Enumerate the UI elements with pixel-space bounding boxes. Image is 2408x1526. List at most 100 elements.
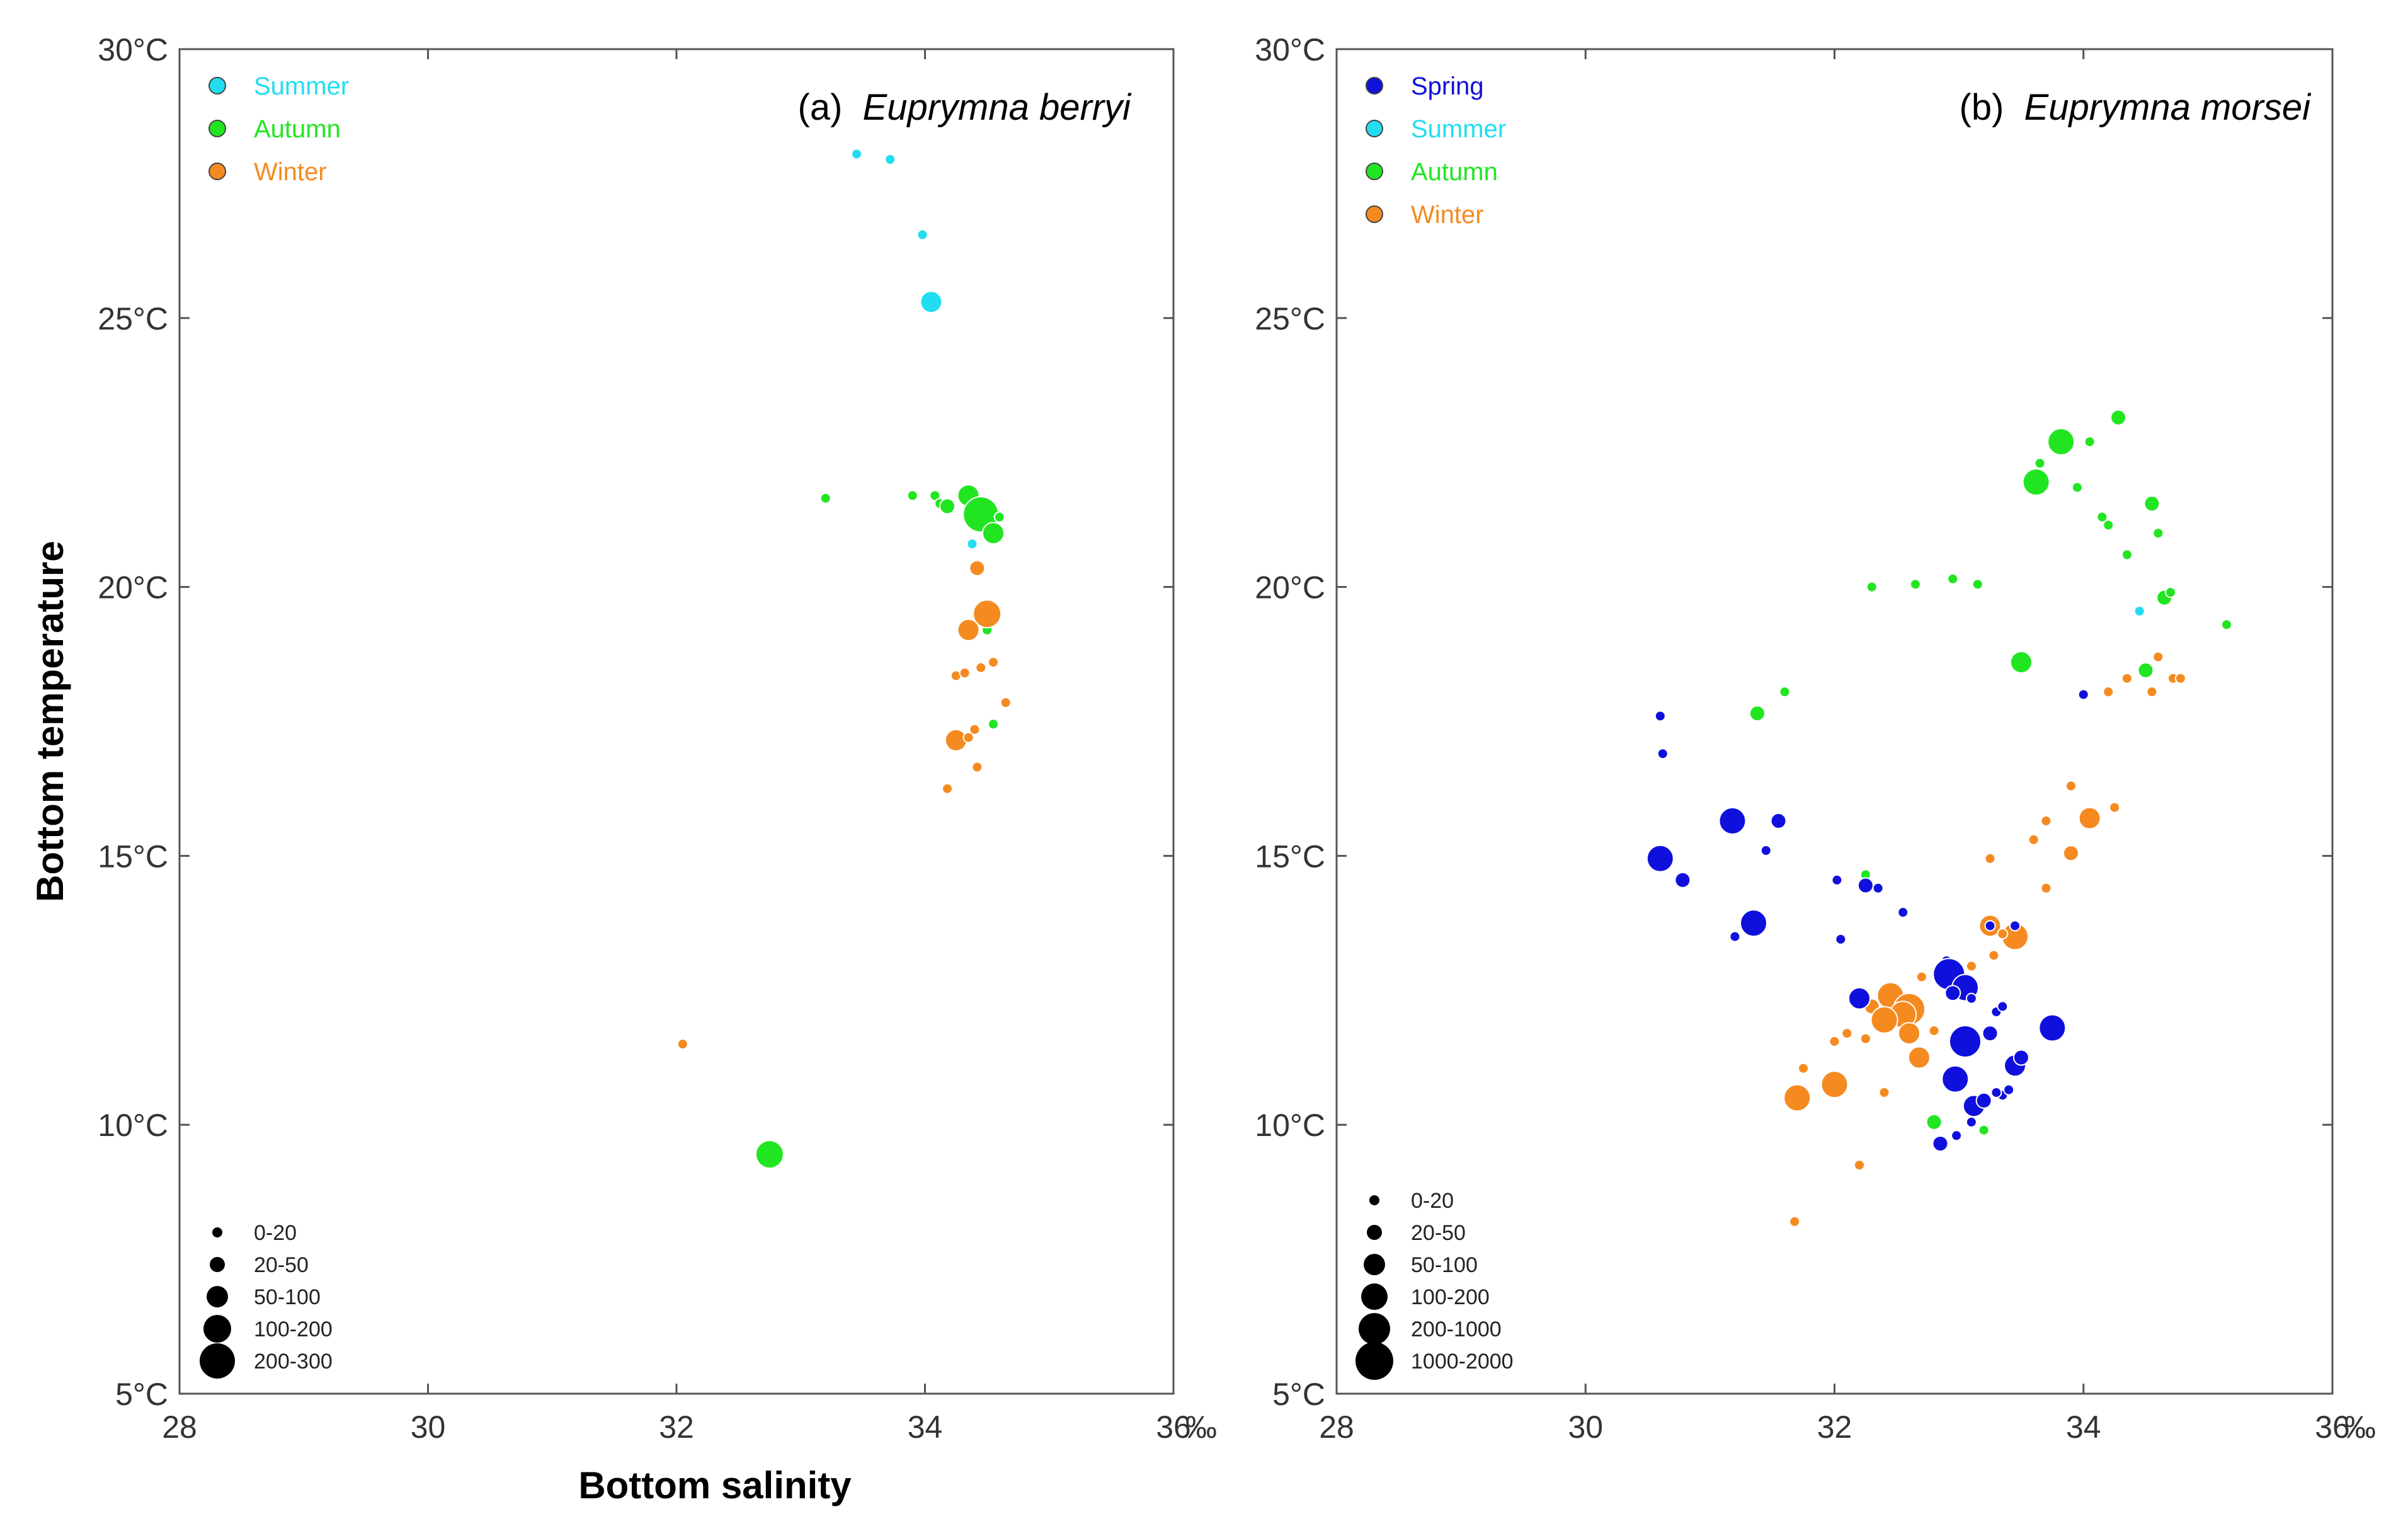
- data-point-winter: [1984, 852, 1996, 864]
- data-point-autumn: [981, 522, 1005, 545]
- size-legend-marker: [1367, 1225, 1382, 1240]
- panel-a: 28 30 32 34 36 5°C 10°C 15°C 20°C 25°C 30°C Summer A…: [98, 32, 1217, 1445]
- data-point-spring: [2077, 689, 2089, 701]
- data-point-winter: [1988, 949, 2000, 961]
- data-point-autumn: [2084, 436, 2096, 448]
- data-point-autumn: [1749, 705, 1766, 722]
- panel-a-x-tick-label: 32: [659, 1409, 694, 1445]
- legend-label-summer: Summer: [254, 72, 349, 100]
- data-point-spring: [1951, 1130, 1963, 1142]
- data-point-autumn: [1866, 581, 1878, 593]
- data-point-summer: [920, 290, 943, 314]
- legend-label-winter: Winter: [1411, 201, 1484, 229]
- panel-b-x-tick-label: 32: [1817, 1409, 1852, 1445]
- panel-a-x-tick-label: 34: [908, 1409, 943, 1445]
- data-point-autumn: [2071, 481, 2083, 493]
- data-point-summer: [916, 229, 928, 241]
- size-legend-label: 0-20: [254, 1221, 297, 1245]
- data-point-winter: [2028, 834, 2040, 846]
- data-point-summer: [2133, 605, 2145, 617]
- data-point-winter: [2146, 686, 2158, 698]
- data-point-winter: [1820, 1070, 1849, 1099]
- size-legend-label: 50-100: [254, 1285, 321, 1309]
- panel-b-x-tick-label: 36: [2315, 1409, 2350, 1445]
- legend-label-summer: Summer: [1411, 115, 1506, 143]
- data-point-spring: [1965, 992, 1977, 1004]
- panel-b-series-summer: [2133, 605, 2145, 617]
- data-point-autumn: [1779, 686, 1791, 698]
- size-legend-label: 100-200: [254, 1317, 333, 1341]
- data-point-autumn: [1926, 1113, 1943, 1130]
- data-point-winter: [676, 1038, 688, 1050]
- data-point-winter: [1928, 1024, 1940, 1036]
- size-legend-marker: [1364, 1254, 1385, 1275]
- data-point-autumn: [987, 718, 999, 730]
- data-point-autumn: [929, 490, 941, 502]
- data-point-autumn: [1909, 578, 1921, 590]
- panel-a-frame: [178, 48, 1175, 1395]
- panel-a-y-tick-label: 10°C: [98, 1108, 168, 1143]
- data-point-autumn: [2221, 619, 2233, 631]
- data-point-spring: [1760, 844, 1772, 856]
- data-point-winter: [2040, 815, 2052, 827]
- size-legend-label: 1000-2000: [1411, 1350, 1514, 1374]
- data-point-winter: [2121, 672, 2133, 684]
- legend-label-spring: Spring: [1411, 72, 1484, 100]
- data-point-spring: [1982, 1025, 1999, 1042]
- panel-a-y-tick-label: 20°C: [98, 570, 168, 605]
- data-point-winter: [969, 723, 981, 735]
- data-point-summer: [966, 538, 978, 550]
- data-point-summer: [851, 148, 863, 160]
- panel-a-title-prefix: (a): [798, 87, 843, 128]
- panel-a-series-winter: [676, 559, 1012, 1050]
- legend-marker-winter: [208, 163, 226, 180]
- data-point-autumn: [939, 498, 956, 515]
- data-point-spring: [2012, 1049, 2029, 1066]
- size-legend-marker: [1359, 1313, 1390, 1345]
- data-point-spring: [2003, 1084, 2015, 1096]
- data-point-spring: [1857, 877, 1874, 894]
- legend-marker-autumn: [208, 120, 226, 137]
- data-point-winter: [2078, 806, 2101, 830]
- panel-a-series-autumn: [755, 484, 1005, 1169]
- data-point-spring: [1984, 920, 1996, 932]
- data-point-spring: [1718, 806, 1747, 835]
- panel-a-x-tick-label: 36: [1156, 1409, 1191, 1445]
- data-point-autumn: [1971, 578, 1983, 590]
- data-point-winter: [1870, 1006, 1898, 1034]
- data-point-winter: [1854, 1159, 1866, 1171]
- data-point-spring: [1932, 1135, 1949, 1152]
- data-point-winter: [959, 667, 971, 679]
- panel-b-y-tick-label: 20°C: [1255, 570, 1325, 605]
- data-point-winter: [1783, 1084, 1812, 1112]
- data-point-winter: [2109, 801, 2121, 813]
- data-point-autumn: [2022, 468, 2050, 496]
- legend-marker-summer: [208, 77, 226, 95]
- panel-b-x-tick-label: 28: [1319, 1409, 1354, 1445]
- data-point-winter: [1829, 1035, 1840, 1047]
- data-point-spring: [1949, 1024, 1982, 1058]
- data-point-winter: [1798, 1062, 1810, 1074]
- size-legend-marker: [212, 1227, 222, 1237]
- data-point-winter: [975, 662, 987, 674]
- panel-b-series-spring: [1646, 689, 2089, 1152]
- data-point-spring: [1997, 1001, 2009, 1013]
- data-point-spring: [1990, 1086, 2002, 1098]
- legend-label-autumn: Autumn: [254, 115, 341, 143]
- data-point-winter: [971, 761, 983, 773]
- size-legend-label: 20-50: [1411, 1221, 1466, 1245]
- data-point-winter: [1907, 1046, 1931, 1069]
- panel-a-x-unit: ‰: [1185, 1409, 1217, 1445]
- data-point-autumn: [1978, 1124, 1990, 1136]
- panel-a-y-tick-label: 30°C: [98, 32, 168, 67]
- data-point-spring: [1897, 907, 1909, 919]
- data-point-winter: [1965, 960, 1977, 972]
- size-legend-marker: [1369, 1195, 1379, 1205]
- legend-marker-spring: [1366, 77, 1383, 95]
- data-point-winter: [969, 559, 986, 577]
- data-point-winter: [1997, 928, 2009, 940]
- data-point-spring: [1872, 882, 1884, 894]
- data-point-spring: [1657, 748, 1669, 760]
- panel-a-x-tick-label: 30: [411, 1409, 446, 1445]
- data-point-autumn: [2137, 662, 2154, 679]
